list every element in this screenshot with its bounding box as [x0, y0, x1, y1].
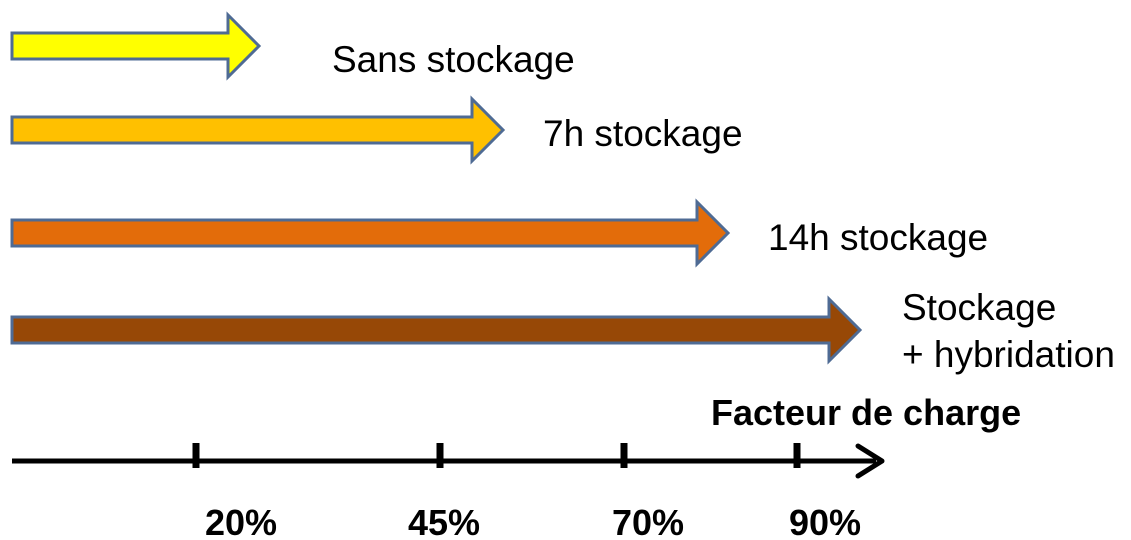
arrow-label-7h-stockage: 7h stockage [543, 113, 743, 154]
arrow-shape-sans-stockage [10, 11, 262, 81]
arrow-label-stockage: Stockage [902, 287, 1056, 328]
tick-label-90: 90% [789, 502, 861, 540]
tick-label-20: 20% [205, 502, 277, 540]
axis-title: Facteur de charge [711, 392, 1021, 433]
arrow-7h-stockage: 7h stockage [10, 95, 743, 165]
arrow-shape-stockage-hybridation [10, 295, 863, 365]
load-factor-axis [12, 443, 885, 479]
arrow-label-14h-stockage: 14h stockage [768, 217, 988, 258]
axis-arrowhead [855, 443, 885, 479]
arrow-sans-stockage: Sans stockage [10, 11, 575, 81]
arrow-shape-14h-stockage [10, 198, 731, 268]
tick-label-45: 45% [408, 502, 480, 540]
arrow-shape-7h-stockage [10, 95, 506, 165]
tick-label-70: 70% [612, 502, 684, 540]
arrow-14h-stockage: 14h stockage [10, 198, 988, 268]
arrow-stockage-hybridation: Stockage + hybridation [10, 287, 1115, 375]
arrow-label-hybridation: + hybridation [902, 334, 1115, 375]
arrow-label-sans-stockage: Sans stockage [332, 39, 575, 80]
